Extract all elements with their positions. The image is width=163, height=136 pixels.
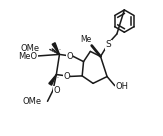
Text: O: O: [66, 52, 73, 61]
Polygon shape: [49, 75, 56, 85]
Text: ···: ···: [54, 46, 61, 55]
Text: Me: Me: [80, 35, 91, 44]
Text: ···: ···: [52, 74, 59, 83]
Text: O: O: [63, 72, 70, 81]
Text: O: O: [54, 86, 60, 95]
Text: MeO: MeO: [18, 52, 37, 61]
Text: OMe: OMe: [21, 44, 40, 53]
Text: OH: OH: [116, 82, 128, 91]
Text: S: S: [106, 40, 112, 49]
Text: OMe: OMe: [23, 97, 42, 106]
Polygon shape: [52, 43, 59, 54]
